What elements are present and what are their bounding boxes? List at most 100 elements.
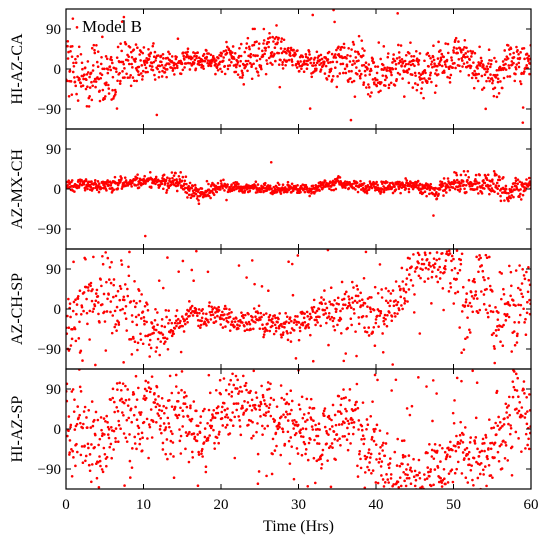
data-point	[105, 310, 109, 313]
data-point	[222, 178, 225, 182]
data-point	[463, 38, 467, 42]
data-point	[104, 349, 108, 352]
data-point	[331, 319, 335, 323]
data-point	[297, 62, 301, 66]
data-point	[238, 64, 242, 68]
data-point	[167, 50, 170, 54]
y-tick-label: −90	[38, 462, 61, 478]
data-point	[231, 372, 234, 376]
data-point	[350, 296, 354, 300]
data-point	[223, 304, 227, 308]
data-point	[276, 41, 279, 44]
data-point	[132, 79, 136, 83]
data-point	[100, 186, 103, 190]
data-point	[352, 426, 356, 429]
data-point	[434, 84, 438, 88]
data-point	[482, 293, 486, 296]
data-point	[323, 407, 327, 410]
data-point	[399, 191, 402, 195]
data-point	[319, 53, 323, 57]
data-point	[511, 299, 515, 302]
data-point	[180, 388, 183, 392]
data-point	[499, 340, 502, 343]
data-point	[314, 64, 318, 67]
data-point	[442, 55, 446, 59]
data-point	[466, 316, 469, 319]
data-point	[149, 408, 153, 411]
data-point	[100, 434, 104, 438]
data-point	[464, 183, 468, 187]
data-point	[160, 182, 164, 186]
data-point	[323, 425, 327, 429]
data-point	[212, 193, 216, 197]
data-point	[461, 180, 465, 183]
data-point	[306, 63, 309, 67]
data-point	[91, 64, 95, 67]
data-point	[446, 177, 450, 180]
data-point	[181, 425, 184, 428]
data-point	[389, 292, 393, 295]
data-point	[514, 179, 518, 183]
data-point	[330, 52, 334, 56]
data-point	[350, 69, 353, 73]
data-point	[431, 65, 434, 69]
data-point	[399, 287, 402, 291]
data-point	[256, 183, 260, 186]
data-point	[357, 52, 361, 56]
data-point	[522, 307, 525, 311]
data-point	[492, 331, 495, 335]
data-point	[476, 447, 479, 451]
data-point	[116, 79, 119, 83]
data-point	[450, 259, 453, 263]
data-point	[300, 453, 304, 457]
data-point	[507, 64, 511, 67]
data-point	[433, 91, 437, 94]
data-point	[507, 199, 510, 203]
data-point	[473, 440, 476, 443]
data-point	[311, 359, 315, 363]
data-point	[90, 480, 93, 484]
data-point	[495, 433, 498, 436]
data-point	[510, 194, 514, 197]
data-point	[205, 312, 208, 316]
data-point	[386, 52, 390, 55]
data-point	[206, 270, 210, 274]
data-point	[315, 50, 319, 54]
data-point	[259, 190, 263, 194]
data-point	[275, 444, 278, 448]
data-point	[448, 249, 451, 253]
data-point	[333, 298, 337, 302]
data-point	[189, 419, 193, 423]
data-point	[163, 70, 167, 74]
data-point	[80, 178, 83, 182]
data-point	[128, 76, 131, 79]
data-point	[98, 459, 102, 463]
data-point	[365, 427, 368, 431]
data-point	[282, 331, 285, 334]
data-point	[322, 409, 326, 413]
data-point	[323, 179, 327, 183]
data-point	[460, 379, 463, 383]
data-point	[366, 423, 370, 427]
data-point	[515, 63, 519, 66]
data-point	[413, 270, 417, 273]
data-point	[466, 304, 470, 307]
data-point	[289, 340, 293, 343]
data-point	[200, 316, 204, 320]
data-point	[370, 91, 373, 94]
data-point	[83, 188, 87, 192]
data-point	[468, 301, 472, 305]
data-point	[269, 414, 273, 418]
data-point	[155, 113, 159, 117]
data-point	[177, 413, 181, 417]
data-point	[304, 183, 308, 187]
data-point	[81, 359, 84, 362]
data-point	[377, 489, 380, 492]
data-point	[152, 325, 156, 328]
data-point	[376, 291, 380, 295]
data-point	[468, 184, 472, 188]
data-point	[158, 64, 162, 68]
data-point	[109, 442, 113, 446]
data-point	[432, 483, 435, 487]
data-point	[302, 413, 306, 416]
